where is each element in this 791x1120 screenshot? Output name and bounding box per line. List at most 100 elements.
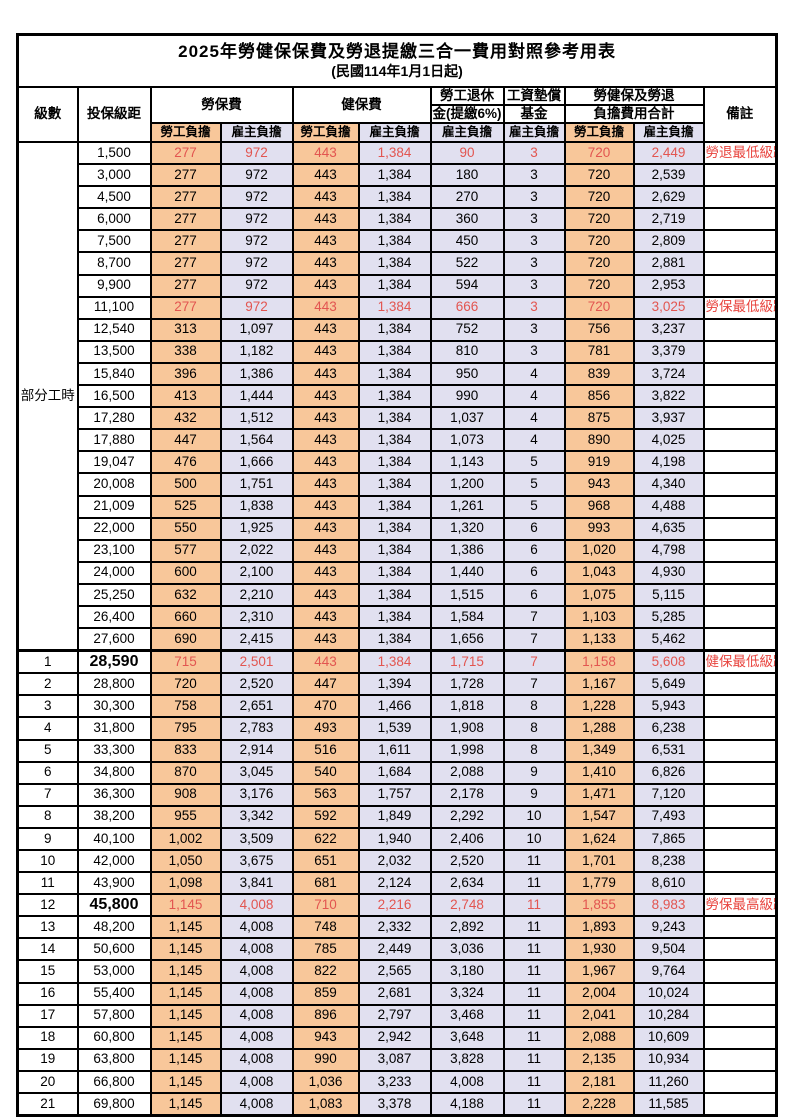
total-employer-cell: 5,649 [632,672,705,697]
wage-fund-employer-cell: 11 [502,915,566,940]
total-employee-cell: 1,547 [563,804,635,829]
remark-cell [702,826,778,852]
pension-employer-cell: 1,261 [429,494,505,519]
health-employee-cell: 516 [291,738,360,763]
pension-employer-cell: 666 [429,295,505,320]
labor-employee-cell: 632 [149,582,222,607]
bracket-cell: 40,100 [76,826,152,852]
total-employee-cell: 2,041 [563,1003,635,1028]
bracket-cell: 19,047 [76,450,152,475]
labor-employee-cell: 277 [149,295,222,320]
wage-fund-employer-cell: 3 [502,185,566,210]
remark-cell [702,848,778,874]
health-employee-cell: 943 [291,1025,360,1050]
col-header-total-line2: 負擔費用合計 [563,104,705,124]
health-employee-cell: 443 [291,604,360,630]
header-row-1: 級數 投保級距 勞保費 健保費 勞工退休 工資墊償 勞健保及勞退 備註 [16,86,778,143]
table-row: 8 38,200 955 3,342 592 1,849 2,292 10 1,547 7,493 [16,804,778,829]
health-employee-cell: 563 [291,782,360,807]
remark-cell [702,494,778,519]
remark-cell [702,185,778,210]
pension-employer-cell: 1,715 [429,649,505,675]
remark-cell [702,694,778,719]
health-employer-cell: 1,384 [357,406,432,431]
total-employer-cell: 2,449 [632,140,705,166]
bracket-cell: 9,900 [76,273,152,298]
labor-employer-cell: 972 [219,140,294,166]
table-row: 8,700 277 972 443 1,384 522 3 720 2,881 [18,251,778,276]
labor-employer-cell: 1,838 [219,494,294,519]
labor-employer-cell: 1,182 [219,339,294,364]
col-header-wage-fund-line2: 基金 [502,104,566,124]
pension-employer-cell: 990 [429,384,505,409]
total-employer-cell: 10,609 [632,1025,705,1050]
health-employee-cell: 443 [291,384,360,409]
pension-employer-cell: 1,515 [429,582,505,607]
table-row: 26,400 660 2,310 443 1,384 1,584 7 1,103 5,285 [18,604,778,630]
remark-cell [702,428,778,453]
wage-fund-employer-cell: 3 [502,229,566,254]
remark-cell [702,361,778,387]
table-row: 10 42,000 1,050 3,675 651 2,032 2,520 11 1,701 8,… [16,848,778,874]
bracket-cell: 6,000 [76,207,152,232]
total-employee-cell: 1,228 [563,694,635,719]
pension-employer-cell: 90 [429,140,505,166]
total-employee-cell: 1,288 [563,716,635,741]
labor-employee-cell: 277 [149,273,222,298]
health-employer-cell: 1,384 [357,251,432,276]
level-cell: 12 [16,893,79,918]
remark-cell [702,207,778,232]
labor-employee-cell: 500 [149,472,222,497]
health-employee-cell: 785 [291,937,360,962]
labor-employer-cell: 2,415 [219,627,294,652]
labor-employee-cell: 1,145 [149,1003,222,1028]
total-employer-cell: 3,025 [632,295,705,320]
col-header-wage-fund-line1: 工資墊償 [502,86,566,106]
table-row: 9 40,100 1,002 3,509 622 1,940 2,406 10 1,624 7,8… [16,826,778,852]
total-employer-cell: 4,488 [632,494,705,519]
health-employer-cell: 1,384 [357,295,432,320]
fee-table: 2025年勞健保保費及勞退提繳三合一費用對照參考用表 (民國114年1月1日起)… [16,33,779,1118]
bracket-cell: 8,700 [76,251,152,276]
table-row: 9,900 277 972 443 1,384 594 3 720 2,953 [18,273,778,298]
labor-employee-cell: 1,145 [149,937,222,962]
health-employer-cell: 1,384 [357,494,432,519]
health-employee-cell: 443 [291,273,360,298]
total-employee-cell: 968 [563,494,635,519]
level-cell: 7 [16,782,79,807]
bracket-cell: 31,800 [76,716,152,741]
table-row: 16,500 413 1,444 443 1,384 990 4 856 3,822 [18,384,778,409]
wage-fund-employer-cell: 11 [502,1025,566,1050]
pension-employer-cell: 450 [429,229,505,254]
bracket-cell: 4,500 [76,185,152,210]
table-row: 3 30,300 758 2,651 470 1,466 1,818 8 1,228 5,943 [16,694,778,719]
pension-employer-cell: 270 [429,185,505,210]
level-cell: 2 [16,672,79,697]
bracket-cell: 21,009 [76,494,152,519]
total-employee-cell: 1,967 [563,959,635,984]
bracket-cell: 55,400 [76,981,152,1006]
level-cell: 15 [16,959,79,984]
pension-employer-cell: 1,143 [429,450,505,475]
col-header-level: 級數 [16,86,79,143]
table-row: 27,600 690 2,415 443 1,384 1,656 7 1,133 5,462 [18,627,778,652]
wage-fund-employer-cell: 3 [502,163,566,188]
health-employer-cell: 1,384 [357,229,432,254]
wage-fund-employer-cell: 3 [502,317,566,342]
health-employee-cell: 540 [291,760,360,785]
bracket-cell: 57,800 [76,1003,152,1028]
header-row-2: 金(提繳6%) 基金 負擔費用合計 [18,104,777,124]
labor-employer-cell: 972 [219,229,294,254]
table-row: 7 36,300 908 3,176 563 1,757 2,178 9 1,471 7,120 [16,782,778,807]
health-employer-cell: 1,757 [357,782,432,807]
table-row: 6,000 277 972 443 1,384 360 3 720 2,719 [18,207,778,232]
health-employer-cell: 1,384 [357,339,432,364]
bracket-cell: 33,300 [76,738,152,763]
health-employee-cell: 443 [291,450,360,475]
table-row: 14 50,600 1,145 4,008 785 2,449 3,036 11 1,930 9,… [16,937,778,962]
bracket-cell: 66,800 [76,1069,152,1095]
health-employee-cell: 443 [291,516,360,541]
labor-employee-cell: 690 [149,627,222,652]
total-employee-cell: 875 [563,406,635,431]
